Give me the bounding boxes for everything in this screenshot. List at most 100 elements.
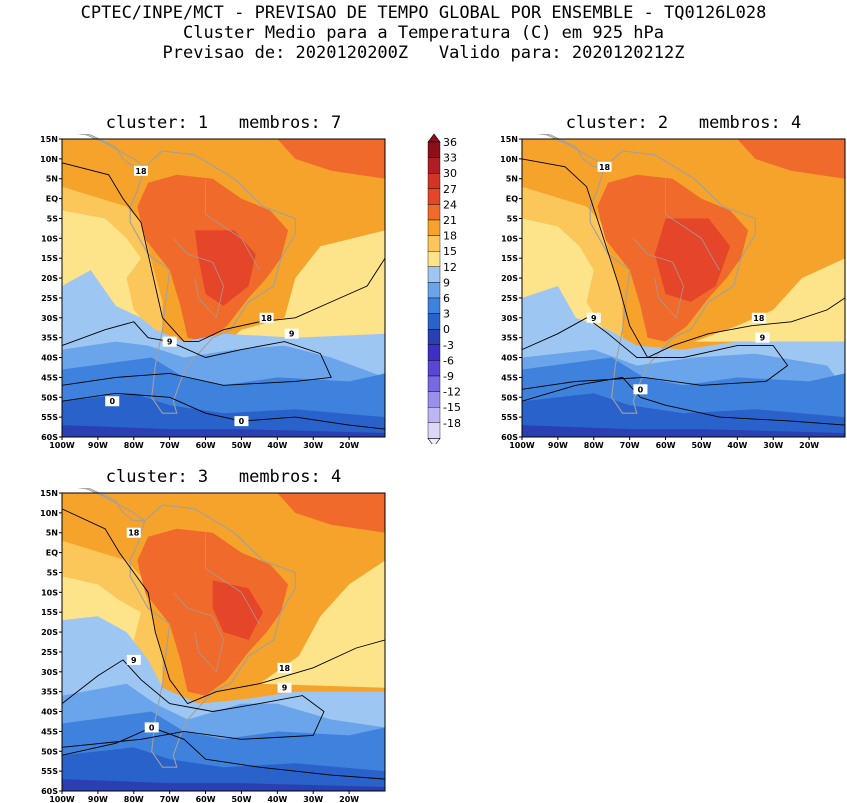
lon-tick-label: 50W [231,795,251,803]
lat-tick-label: EQ [46,549,58,558]
contour-label-0: 0 [109,397,115,406]
lat-tick-label: 10N [40,509,58,518]
colorbar-swatch [427,188,441,205]
contour-label-18: 18 [599,163,611,172]
colorbar-tick-label: -3 [443,339,454,352]
contour-label-18: 18 [279,664,291,673]
colorbar-tick-label: 12 [443,261,457,274]
colorbar-swatch [427,282,441,299]
lat-tick-label: 15N [40,135,58,144]
colorbar-bottom-arrow [427,438,441,444]
lat-tick-label: 15N [500,135,518,144]
colorbar-tick-label: 3 [443,308,450,321]
lat-tick-label: 25S [41,648,58,657]
colorbar-swatch [427,407,441,424]
lon-tick-label: 100W [49,795,75,803]
lon-tick-label: 50W [231,441,251,450]
contour-label-9: 9 [282,684,288,693]
contour-label-9: 9 [289,330,295,339]
colorbar-swatch [427,250,441,267]
contour-label-9: 9 [760,334,766,343]
colorbar-tick-label: 33 [443,152,457,165]
colorbar-tick-label: -6 [443,354,454,367]
lat-tick-label: 60S [41,433,58,442]
panel-1-title: cluster: 1 membros: 7 [105,113,342,133]
lon-tick-label: 90W [548,441,568,450]
header-line-1: CPTEC/INPE/MCT - PREVISAO DE TEMPO GLOBA… [80,3,767,23]
lat-tick-label: 5S [47,568,59,577]
lat-tick-label: 35S [41,688,58,697]
colorbar-tick-label: 6 [443,292,450,305]
contour-label-0: 0 [149,723,155,732]
colorbar-swatch [427,313,441,330]
lat-tick-label: 50S [501,393,518,402]
colorbar-swatch [427,360,441,377]
lat-tick-label: 5S [47,214,59,223]
lat-tick-label: 30S [501,314,518,323]
lat-tick-label: 5N [506,175,518,184]
lon-tick-label: 30W [303,795,323,803]
lon-tick-label: 20W [799,441,819,450]
lat-tick-label: 20S [41,274,58,283]
lat-tick-label: 35S [501,334,518,343]
lon-tick-label: 80W [124,795,144,803]
lon-tick-label: 70W [620,441,640,450]
colorbar-swatch [427,204,441,221]
colorbar-swatch [427,173,441,190]
contour-label-9: 9 [167,338,173,347]
lon-tick-label: 20W [339,441,359,450]
lat-tick-label: 10S [41,588,58,597]
colorbar-swatch [427,375,441,392]
colorbar-swatch [427,297,441,314]
lon-tick-label: 50W [691,441,711,450]
cluster-3-map: 18 18 9 9 0 15N 10N 5N EQ 5S 10S 15S 20S 25S 30S 35S 40S… [40,488,386,803]
lon-tick-label: 20W [339,795,359,803]
lat-tick-label: EQ [506,195,518,204]
lon-tick-label: 30W [763,441,783,450]
lon-tick-label: 40W [267,795,287,803]
lat-tick-label: 60S [41,787,58,796]
lon-tick-label: 100W [509,441,535,450]
colorbar-swatch [427,235,441,252]
colorbar-swatch [427,422,441,439]
contour-label-18: 18 [261,314,273,323]
colorbar-swatch [427,219,441,236]
contour-label-0: 0 [638,385,644,394]
contour-label-18: 18 [128,529,140,538]
lat-tick-label: 40S [501,354,518,363]
lat-tick-label: 45S [41,727,58,736]
colorbar-tick-label: -12 [443,386,461,399]
lat-tick-label: EQ [46,195,58,204]
lat-tick-label: 5S [507,214,519,223]
colorbar-swatch [427,391,441,408]
lat-tick-label: 50S [41,747,58,756]
lat-tick-label: 15S [41,254,58,263]
lon-tick-label: 30W [303,441,323,450]
lat-tick-label: 60S [501,433,518,442]
lon-tick-label: 40W [267,441,287,450]
lat-tick-label: 50S [41,393,58,402]
header-line-2: Cluster Medio para a Temperatura (C) em … [182,23,665,43]
lat-tick-label: 55S [501,413,518,422]
colorbar-tick-label: 21 [443,214,457,227]
contour-label-18: 18 [135,167,147,176]
lat-tick-label: 30S [41,314,58,323]
lon-tick-label: 90W [88,795,108,803]
lat-tick-label: 35S [41,334,58,343]
lat-tick-label: 40S [41,708,58,717]
panel-3-title: cluster: 3 membros: 4 [105,467,342,487]
lat-tick-label: 20S [501,274,518,283]
contour-label-9: 9 [131,656,137,665]
cluster-2-map: 18 18 9 9 0 15N 10N 5N EQ 5S 10S 15S 20S 25S 30S 35S 40S… [500,134,846,450]
cluster-1-map: 18 18 9 9 0 0 15N 10N 5N EQ 5S 10S 15S 20S 25S 30S 35S 40… [40,134,386,450]
lon-tick-label: 70W [160,795,180,803]
lat-tick-label: 45S [501,373,518,382]
contour-label-18: 18 [753,314,765,323]
lat-tick-label: 15S [501,254,518,263]
lat-tick-label: 10N [500,155,518,164]
colorbar-tick-label: -9 [443,370,454,383]
colorbar-tick-label: 15 [443,245,457,258]
lon-tick-label: 60W [196,795,216,803]
lat-tick-label: 25S [501,294,518,303]
panel-2-title: cluster: 2 membros: 4 [565,113,802,133]
